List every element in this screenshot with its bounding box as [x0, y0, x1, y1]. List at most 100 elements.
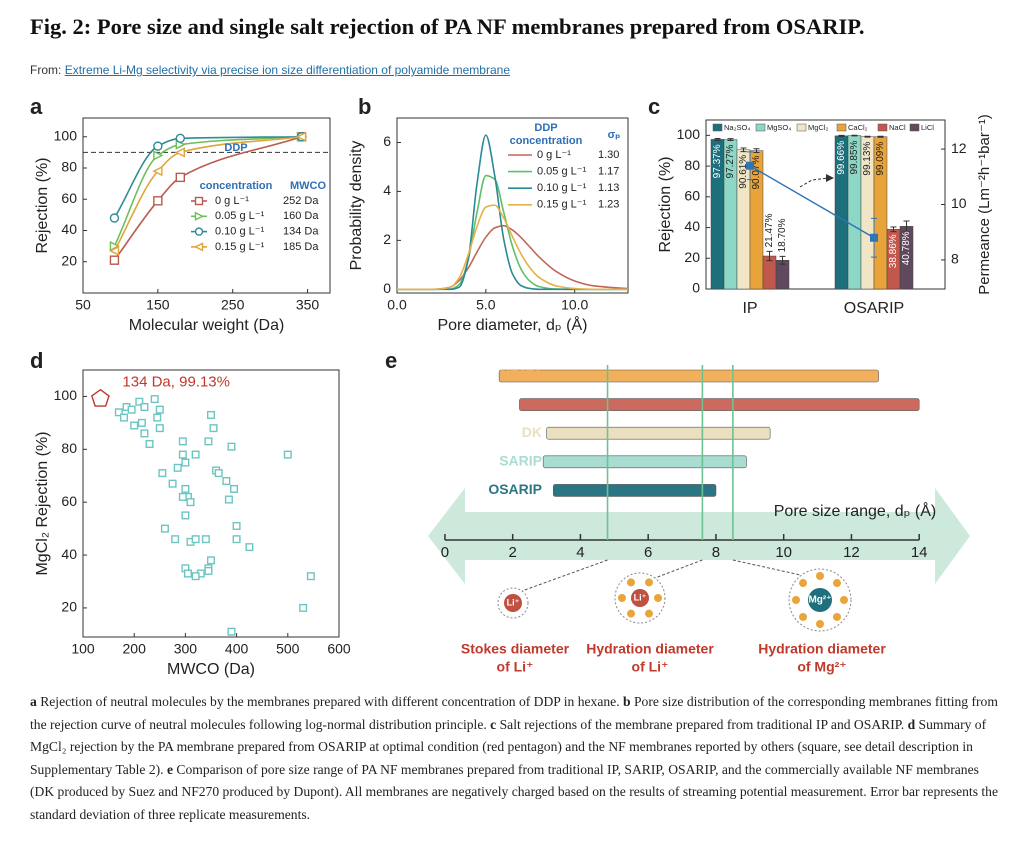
ion [808, 588, 832, 612]
error-bar [766, 250, 773, 262]
y-tick-label: 100 [677, 126, 701, 142]
marker [160, 524, 169, 533]
legend-label: MgCl₂ [808, 123, 829, 132]
ion-caption: of Li⁺ [497, 659, 534, 675]
x-tick-label: 10.0 [561, 297, 588, 313]
x-tick-label: 6 [644, 544, 652, 561]
marker [152, 165, 163, 177]
marker [175, 133, 186, 144]
marker [232, 535, 241, 544]
error-bar [903, 220, 910, 233]
series-line [397, 224, 629, 291]
value-label: 21.47% [764, 213, 775, 247]
ion-caption: Hydration diameter [586, 641, 714, 657]
x-tick-label: 200 [123, 641, 147, 657]
y-axis-label: Probability density [348, 141, 365, 271]
water-molecule [799, 579, 808, 588]
range-bar [519, 398, 920, 411]
marker [171, 535, 180, 544]
plot-frame [396, 117, 629, 294]
legend-label: 0 g L⁻¹ [537, 149, 571, 161]
marker [135, 397, 144, 406]
x-tick-label: 0 [441, 544, 449, 561]
x-tick-label: 50 [75, 297, 91, 313]
value-label: 99.66% [836, 141, 847, 175]
marker [209, 424, 218, 433]
water-molecule [816, 620, 824, 628]
marker [227, 627, 236, 636]
y2-tick-label: 8 [951, 251, 959, 267]
ion-caption: of Mg²⁺ [797, 659, 846, 675]
x-tick-label: OSARIP [844, 300, 904, 317]
x-tick-label: 600 [327, 641, 351, 657]
value-label: 99.13% [862, 142, 873, 176]
annotation: 134 Da, 99.13% [122, 374, 230, 391]
leader-line [521, 559, 608, 592]
ion-label: Mg²⁺ [808, 595, 831, 606]
y2-axis-label: Permeance (Lm⁻²h⁻¹bar⁻¹) [976, 114, 993, 294]
legend-value: 1.23 [598, 199, 619, 211]
ion-caption: Stokes diameter [461, 641, 570, 657]
series-line [397, 204, 628, 291]
marker [153, 413, 162, 422]
legend-swatch [712, 123, 723, 132]
category-label: IP [529, 395, 542, 411]
x-tick-label: 400 [225, 641, 249, 657]
marker [222, 477, 231, 486]
marker [183, 569, 192, 578]
value-label: 97.27% [725, 144, 736, 178]
category-label: SARIP [499, 453, 542, 469]
legend-marker [193, 242, 204, 252]
x-axis-label: Molecular weight (Da) [129, 317, 285, 334]
range-bar [542, 455, 747, 469]
water-molecule [816, 572, 824, 580]
panel-letter: b [358, 94, 371, 119]
y-tick-label: 0 [692, 280, 700, 296]
x-tick-label: 4 [576, 544, 584, 561]
marker [206, 556, 215, 565]
y-tick-label: 80 [61, 159, 77, 175]
panel-letter: a [30, 94, 43, 119]
marker [145, 440, 154, 449]
legend-label: 0 g L⁻¹ [215, 195, 249, 207]
legend-value: 1.13 [598, 182, 619, 194]
marker [109, 255, 120, 265]
caption-text: Pore size distribution of the correspond… [30, 694, 998, 732]
legend-swatch [877, 123, 888, 132]
water-molecule [840, 596, 848, 604]
water-molecule [792, 596, 800, 604]
plot-frame [82, 369, 340, 638]
x-tick-label: 150 [146, 297, 170, 313]
marker [140, 403, 149, 412]
annotation-arrowhead [826, 174, 834, 182]
marker [245, 543, 254, 552]
series-line [397, 134, 628, 291]
y-tick-label: 40 [684, 218, 700, 234]
legend-label: 0.05 g L⁻¹ [537, 166, 587, 178]
legend-title: DDP [224, 142, 247, 154]
y-axis-label: Rejection (%) [657, 156, 674, 252]
ion [504, 594, 522, 612]
marker [140, 429, 149, 438]
y-tick-label: 40 [61, 221, 77, 237]
x-tick-label: IP [742, 300, 757, 317]
legend-label: MgSO₄ [767, 123, 791, 132]
marker [153, 196, 163, 206]
article-link[interactable]: Extreme Li-Mg selectivity via precise io… [64, 63, 510, 77]
value-label: 90.07% [751, 156, 762, 190]
permeance-line [749, 165, 875, 239]
range-bar [546, 426, 771, 440]
legend-label: 0.10 g L⁻¹ [215, 226, 265, 238]
value-label: 38.86% [888, 234, 899, 268]
category-label: OSARIP [488, 481, 542, 497]
legend-marker [194, 196, 204, 206]
y-axis-label: Rejection (%) [34, 157, 51, 253]
error-bar [714, 137, 721, 141]
from-label: From: [30, 63, 62, 77]
caption-panel-label: d [907, 716, 916, 732]
marker [114, 408, 123, 417]
panel-letter: c [648, 94, 660, 119]
legend-value: 252 Da [283, 195, 319, 207]
y-tick-label: 0 [383, 280, 391, 296]
legend-title: DDP [534, 122, 557, 134]
